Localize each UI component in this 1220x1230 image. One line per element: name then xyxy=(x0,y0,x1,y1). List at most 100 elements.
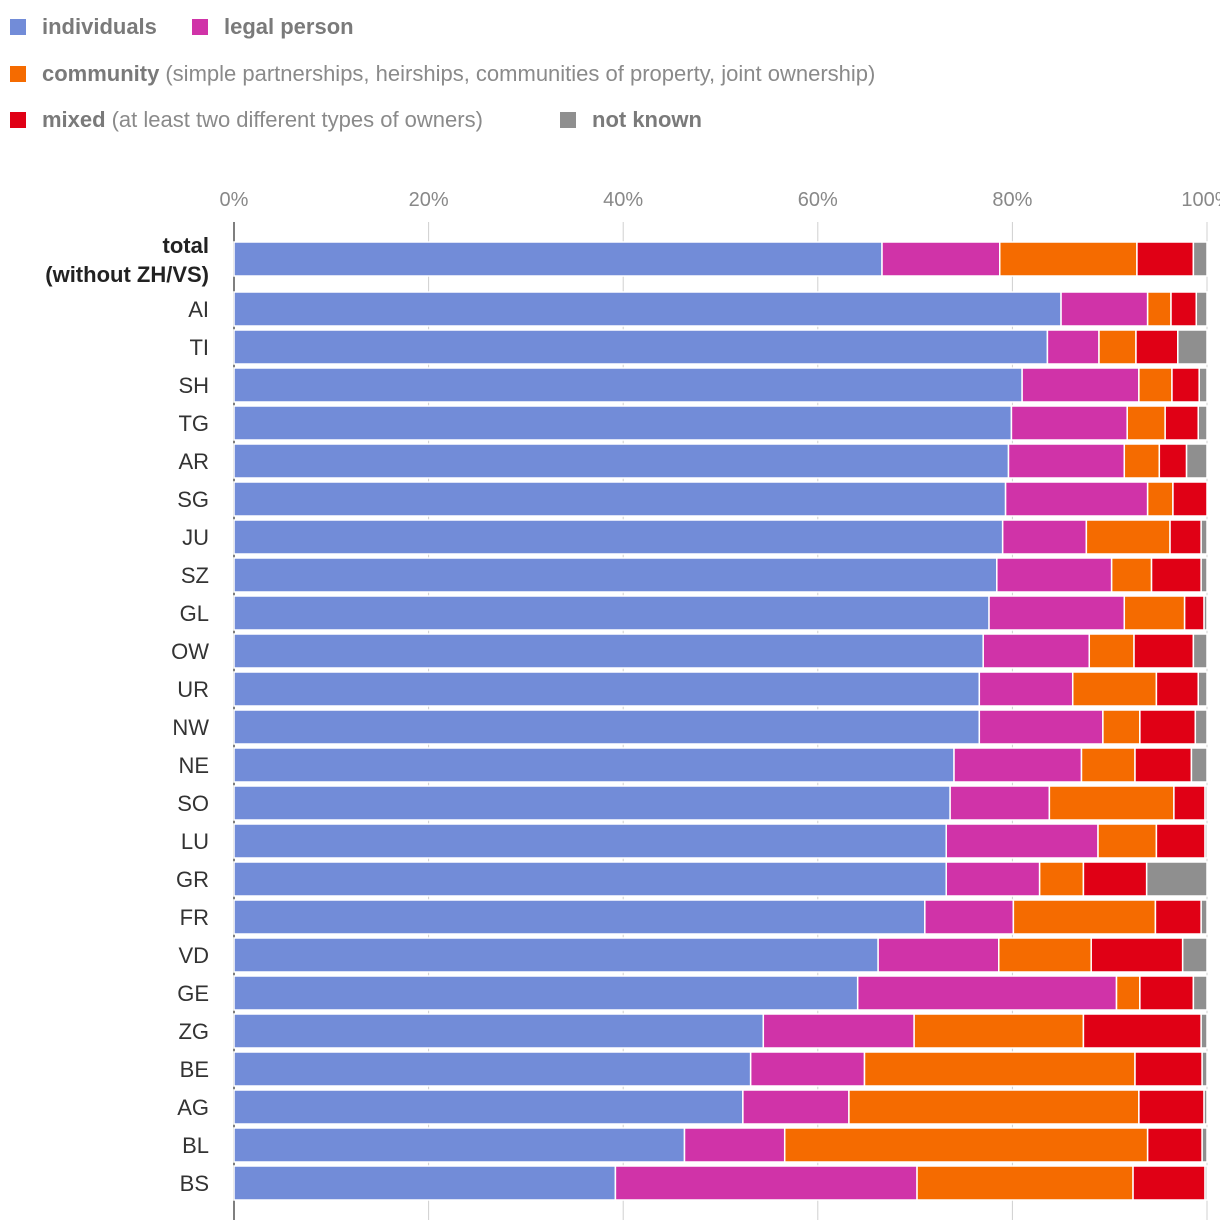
legend-item-mixed: mixed (at least two different types of o… xyxy=(10,105,483,135)
bar-segment xyxy=(1138,1089,1205,1125)
category-label: FR xyxy=(180,905,209,930)
legend-swatch-legal-person xyxy=(192,19,208,35)
legend-swatch-mixed xyxy=(10,112,26,128)
bar-segment xyxy=(881,241,1001,277)
category-label: total xyxy=(163,233,209,258)
bar-segment xyxy=(1038,861,1085,897)
bar-segment xyxy=(233,633,984,669)
bar-segment xyxy=(1082,1013,1202,1049)
bar-segment xyxy=(996,557,1113,593)
bar-segment xyxy=(233,823,947,859)
bar-segment xyxy=(988,595,1126,631)
bar-segment xyxy=(233,367,1023,403)
category-label: OW xyxy=(171,639,209,664)
bar-segment xyxy=(1115,975,1141,1011)
bar-segment xyxy=(233,291,1062,327)
bar-segment xyxy=(233,481,1007,517)
bar-segment xyxy=(1134,747,1193,783)
bar-segment xyxy=(1200,1013,1208,1049)
category-label: BE xyxy=(180,1057,209,1082)
legend-swatch-not-known xyxy=(560,112,576,128)
bar-segment xyxy=(1158,443,1188,479)
bar-segment xyxy=(1155,823,1206,859)
bar-segment xyxy=(233,671,981,707)
bar-segment xyxy=(1192,241,1208,277)
x-tick-label: 60% xyxy=(798,189,838,211)
bar-segment xyxy=(233,899,926,935)
bar-segment xyxy=(1155,671,1199,707)
bar-segment xyxy=(233,519,1004,555)
bar-segment xyxy=(1201,1127,1208,1163)
bar-segment xyxy=(1046,329,1100,365)
category-label: SZ xyxy=(181,563,209,588)
bar-segment xyxy=(1146,291,1172,327)
category-label: TG xyxy=(178,411,209,436)
legend-item-not-known: not known xyxy=(560,105,702,135)
legend-desc-mixed: (at least two different types of owners) xyxy=(111,107,483,132)
bar-segment xyxy=(1169,519,1202,555)
bar-segment xyxy=(233,1013,765,1049)
bar-segment xyxy=(1197,671,1208,707)
bar-segment xyxy=(614,1165,918,1201)
bar-segment xyxy=(1146,481,1174,517)
bar-segment xyxy=(1060,291,1149,327)
bar-segment xyxy=(742,1089,850,1125)
bar-segment xyxy=(1088,633,1135,669)
bar-segment xyxy=(1177,329,1208,365)
bar-segment xyxy=(1139,709,1197,745)
bar-segment xyxy=(1192,633,1208,669)
bar-segment xyxy=(233,937,879,973)
bar-segment xyxy=(1198,367,1208,403)
bar-segment xyxy=(1010,405,1128,441)
bar-segment xyxy=(1048,785,1175,821)
bar-segment xyxy=(949,785,1051,821)
category-label: LU xyxy=(181,829,209,854)
bar-segment xyxy=(1012,899,1157,935)
legend-label-individuals: individuals xyxy=(42,14,157,39)
bar-segment xyxy=(1001,519,1088,555)
x-tick-label: 0% xyxy=(220,189,249,211)
bar-segment xyxy=(1192,975,1208,1011)
bar-segment xyxy=(1190,747,1208,783)
bar-segment xyxy=(1123,595,1186,631)
bar-segment xyxy=(233,241,883,277)
bar-segment xyxy=(1097,823,1158,859)
bar-segment xyxy=(1164,405,1199,441)
x-tick-label: 40% xyxy=(603,189,643,211)
bar-segment xyxy=(1203,595,1208,631)
bar-segment xyxy=(233,709,981,745)
bar-segment xyxy=(1132,1165,1206,1201)
bar-segment xyxy=(1134,1051,1203,1087)
bar-segment xyxy=(233,405,1013,441)
category-label: NE xyxy=(178,753,209,778)
x-tick-label: 100% xyxy=(1181,189,1220,211)
bar-segment xyxy=(233,557,998,593)
bar-segment xyxy=(1204,785,1208,821)
bar-segment xyxy=(856,975,1118,1011)
bar-segment xyxy=(945,823,1099,859)
bar-segment xyxy=(1123,443,1161,479)
bar-segment xyxy=(1136,241,1195,277)
bar-segment xyxy=(1135,329,1179,365)
bar-segment xyxy=(998,937,1092,973)
bar-segment xyxy=(762,1013,915,1049)
bar-segment xyxy=(783,1127,1149,1163)
category-label: BL xyxy=(182,1133,209,1158)
bar-segment xyxy=(1185,443,1208,479)
bar-segment xyxy=(945,861,1041,897)
bar-segment xyxy=(1197,405,1208,441)
bar-segment xyxy=(1154,899,1202,935)
bar-segment xyxy=(1090,937,1184,973)
bar-segment xyxy=(1194,709,1208,745)
bar-segment xyxy=(233,329,1049,365)
bar-segment xyxy=(1201,1051,1208,1087)
bar-segment xyxy=(877,937,1000,973)
legend-swatch-community xyxy=(10,66,26,82)
category-label: SG xyxy=(177,487,209,512)
bar-segment xyxy=(1110,557,1153,593)
bar-segment xyxy=(233,747,955,783)
bar-segment xyxy=(978,671,1074,707)
bar-segment xyxy=(1204,823,1208,859)
bar-segment xyxy=(1080,747,1136,783)
bar-segment xyxy=(848,1089,1140,1125)
